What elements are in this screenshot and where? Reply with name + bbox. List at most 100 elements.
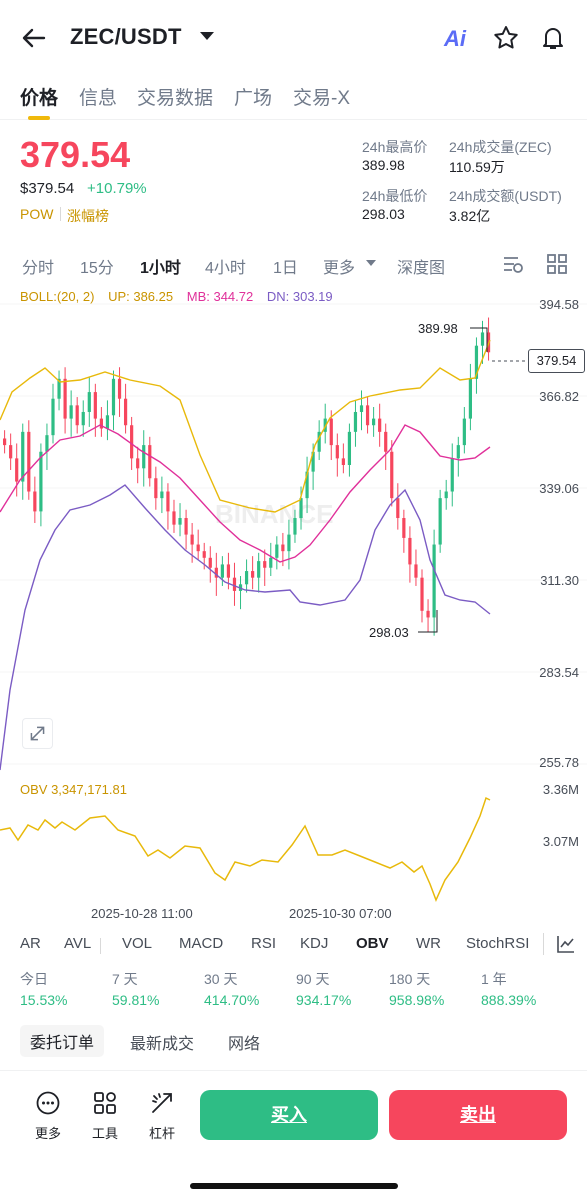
indicator-avl[interactable]: AVL [64,935,92,952]
candle-body [450,458,454,492]
candle-body [172,511,176,525]
boll-dn: DN: 303.19 [266,289,333,304]
candle-body [148,445,152,479]
candle-body [474,345,479,379]
sell-button[interactable]: 卖出 [389,1090,567,1140]
indicator-settings-icon[interactable] [501,252,525,276]
tf-more-caret-icon [366,260,376,266]
obv-line [0,796,491,902]
candlestick-chart[interactable]: BINANCE 389.98 298.03 [0,282,587,922]
candle-body [184,518,188,535]
candle-body [136,458,140,469]
active-tab-indicator [28,116,50,120]
candle-body [384,431,388,452]
indicator-kdj[interactable]: KDJ [300,935,329,952]
indicator-rsi[interactable]: RSI [251,935,277,952]
candle-body [160,491,164,499]
more-button[interactable]: 更多 [30,1090,66,1142]
expand-chart-icon[interactable] [22,718,53,749]
candle-body [87,392,91,412]
candle-body [39,451,43,512]
candle-body [117,378,122,399]
perf-label-1y: 1 年 [481,971,507,987]
tab-square[interactable]: 广场 [234,88,273,109]
tab-orders[interactable]: 委托订单 [20,1025,105,1057]
candle-body [93,392,97,419]
high-marker-line [470,327,488,352]
indicator-wr[interactable]: WR [416,935,441,952]
indicator-stochrsi[interactable]: StochRSI [466,935,530,952]
boll-upper-line [0,339,491,513]
candle-body [414,564,418,578]
candle-body [372,418,376,426]
layout-grid-icon[interactable] [545,252,569,276]
indicator-macd[interactable]: MACD [179,935,224,952]
candles [3,317,491,636]
tab-trading-data[interactable]: 交易数据 [137,88,214,109]
tools-grid-icon [94,1092,116,1114]
bell-icon[interactable] [539,24,567,52]
candle-body [51,398,55,436]
candle-body [396,498,400,519]
candle-body [196,544,200,552]
obv-axis-top: 3.36M [542,782,579,797]
leverage-button[interactable]: 杠杆 [144,1090,180,1142]
date-label-1: 2025-10-28 11:00 [91,906,193,921]
indicator-ar[interactable]: AR [20,935,41,952]
tf-line[interactable]: 分时 [22,260,55,277]
candle-body [214,567,218,578]
pow-tag: POW [20,206,54,222]
tools-label: 工具 [91,1126,118,1141]
indicator-chart-icon[interactable] [555,933,577,955]
last-price: 379.54 [20,134,131,175]
candle-body [311,451,315,472]
tab-info[interactable]: 信息 [79,88,118,109]
candle-body [178,518,182,525]
pair-title[interactable]: ZEC/USDT [70,24,182,49]
tf-4h[interactable]: 4小时 [205,260,246,277]
tf-15m[interactable]: 15分 [80,260,114,277]
indicator-obv[interactable]: OBV [356,935,389,952]
main-tabs: 价格 信息 交易数据 广场 交易-X [0,80,587,120]
tab-trade-x[interactable]: 交易-X [293,88,351,109]
perf-value-today: 15.53% [20,992,68,1008]
high-label: 24h最高价 [362,139,428,155]
back-arrow-icon[interactable] [20,24,48,52]
candle-body [468,378,473,419]
boll-up: UP: 386.25 [108,289,174,304]
candle-body [105,415,110,429]
indicator-vol[interactable]: VOL [122,935,153,952]
candle-body [123,398,128,426]
ai-icon[interactable]: Ai [444,26,466,51]
candle-body [208,557,212,568]
gainers-tag[interactable]: 涨幅榜 [67,208,109,224]
tab-network[interactable]: 网络 [228,1036,261,1053]
low-marker-label: 298.03 [369,625,409,640]
candle-body [317,431,321,452]
candle-body [456,445,460,459]
pair-dropdown-icon[interactable] [200,32,214,40]
candle-body [287,534,291,552]
tools-button[interactable]: 工具 [87,1090,123,1142]
tab-latest-trades[interactable]: 最新成交 [130,1036,195,1053]
favorite-star-icon[interactable] [492,24,520,52]
candle-body [69,405,73,419]
candle-body [365,405,370,426]
candle-body [480,332,485,346]
candle-body [63,378,67,419]
perf-label-90d: 90 天 [296,971,330,987]
more-dots-icon [36,1091,60,1115]
low-marker-line [418,610,438,633]
tab-price[interactable]: 价格 [20,88,59,109]
candle-body [408,537,412,565]
buy-button[interactable]: 买入 [200,1090,378,1140]
tf-1h[interactable]: 1小时 [140,260,181,277]
tf-depth[interactable]: 深度图 [397,260,446,277]
tf-more[interactable]: 更多 [323,260,356,277]
candle-body [45,435,49,452]
candle-body [263,561,267,568]
tf-1d[interactable]: 1日 [273,260,298,277]
y-tick-1: 394.58 [539,297,579,312]
candle-body [33,491,37,512]
candle-body [432,544,436,618]
